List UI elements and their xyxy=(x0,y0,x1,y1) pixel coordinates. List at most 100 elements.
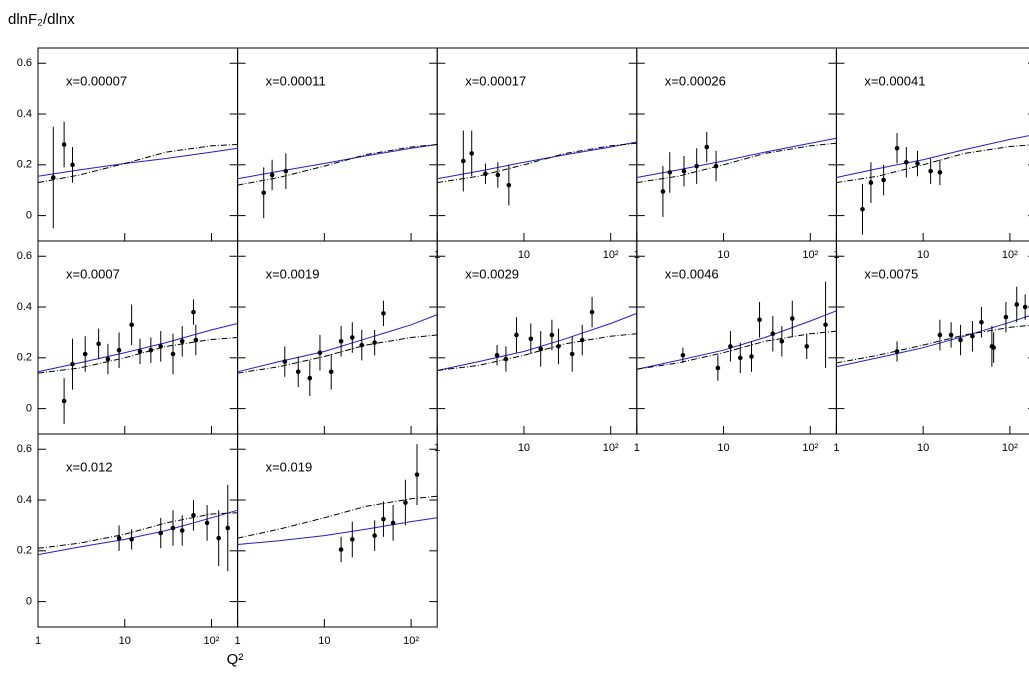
y-tick-label: 0.2 xyxy=(17,545,32,557)
data-point xyxy=(179,339,185,344)
x-tick-label: 10 xyxy=(717,442,729,454)
data-point xyxy=(715,365,721,371)
model-curve xyxy=(237,334,438,374)
data-point xyxy=(148,347,154,353)
model-curve xyxy=(37,323,238,373)
data-point xyxy=(713,163,719,169)
y-tick-label: 0 xyxy=(26,596,32,608)
panel-label: x=0.00011 xyxy=(266,73,326,88)
data-point xyxy=(317,350,323,356)
data-point xyxy=(50,175,56,180)
data-point xyxy=(170,351,176,357)
y-tick-label: 0 xyxy=(26,210,32,222)
x-tick-label: 10 xyxy=(119,635,131,647)
data-point xyxy=(372,533,377,538)
panel-label: x=0.0046 xyxy=(665,266,719,281)
data-point xyxy=(958,337,963,343)
data-point xyxy=(359,342,365,348)
data-point xyxy=(970,333,975,339)
data-point xyxy=(737,355,743,361)
model-curve xyxy=(237,144,438,186)
model-curve xyxy=(37,337,238,374)
panel-label: x=0.00007 xyxy=(66,73,127,88)
data-point xyxy=(191,512,196,518)
data-point xyxy=(757,317,762,323)
model-curve xyxy=(437,141,637,180)
data-point xyxy=(179,528,185,533)
y-tick-label: 0.6 xyxy=(17,250,32,262)
panel-label: x=0.0029 xyxy=(465,266,519,281)
data-point xyxy=(328,369,334,375)
data-point xyxy=(1022,304,1028,310)
data-point xyxy=(667,170,673,175)
data-point xyxy=(269,172,275,178)
data-point xyxy=(390,520,396,526)
data-point xyxy=(681,168,687,174)
panel-label: x=0.012 xyxy=(66,459,113,474)
x-tick-label: 10² xyxy=(1002,442,1018,454)
data-point xyxy=(261,190,267,196)
data-point xyxy=(1003,314,1009,320)
model-curve xyxy=(237,144,438,180)
x-tick-label: 10 xyxy=(518,249,530,261)
data-point xyxy=(495,172,501,178)
data-point xyxy=(704,144,710,150)
model-curve xyxy=(636,310,837,370)
data-point xyxy=(216,535,221,541)
data-point xyxy=(779,339,785,344)
data-point xyxy=(868,180,874,185)
data-point xyxy=(61,142,67,147)
x-tick-label: 10 xyxy=(917,442,929,454)
data-point xyxy=(204,520,210,526)
x-tick-label: 10² xyxy=(204,635,220,647)
data-point xyxy=(660,189,666,194)
data-point xyxy=(804,344,810,349)
data-point xyxy=(137,349,143,354)
data-point xyxy=(225,525,231,531)
panel-frame xyxy=(237,433,438,628)
data-point xyxy=(494,352,500,358)
model-curve xyxy=(636,137,837,178)
model-curve xyxy=(37,509,238,556)
panel-label: x=0.0007 xyxy=(66,266,120,281)
data-point xyxy=(556,344,561,349)
data-point xyxy=(295,369,301,375)
data-point xyxy=(506,182,512,188)
panel-label: x=0.0019 xyxy=(266,266,320,281)
data-point xyxy=(170,525,176,531)
data-point xyxy=(193,337,199,343)
data-point xyxy=(694,163,699,169)
data-point xyxy=(789,316,795,321)
y-axis-title: dlnF₂/dlnx xyxy=(8,11,75,28)
y-tick-label: 0.6 xyxy=(17,57,32,69)
data-point xyxy=(191,309,196,315)
data-point xyxy=(381,516,386,522)
model-curve xyxy=(237,517,438,545)
x-axis-title: Q² xyxy=(227,651,244,668)
data-point xyxy=(338,547,344,552)
data-point xyxy=(503,356,509,362)
model-curve xyxy=(237,314,438,373)
data-point xyxy=(338,339,344,344)
x-tick-label: 10² xyxy=(802,249,818,261)
x-tick-label: 10² xyxy=(403,635,419,647)
data-point xyxy=(538,346,543,352)
data-point xyxy=(991,345,996,350)
model-curve xyxy=(237,495,438,539)
model-curve xyxy=(437,312,637,371)
data-point xyxy=(749,354,754,359)
data-point xyxy=(569,351,575,357)
data-point xyxy=(70,162,75,168)
data-point xyxy=(937,170,943,175)
x-tick-label: 10 xyxy=(917,249,929,261)
data-point xyxy=(915,161,920,166)
x-tick-label: 1 xyxy=(634,442,640,454)
x-tick-label: 10 xyxy=(518,442,530,454)
panel-label: x=0.019 xyxy=(266,459,313,474)
model-curve xyxy=(836,315,1029,368)
model-curve xyxy=(437,333,637,371)
data-point xyxy=(96,341,101,347)
x-tick-label: 1 xyxy=(833,442,839,454)
data-point xyxy=(514,332,519,338)
